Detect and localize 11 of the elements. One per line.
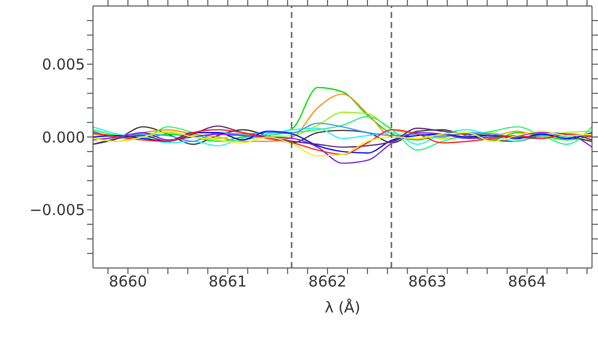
x-tick-label: 8662 (308, 272, 347, 291)
x-tick-label: 8664 (508, 272, 546, 291)
x-axis-title: λ (Å) (324, 298, 360, 317)
x-tick-label: 8661 (208, 272, 247, 291)
x-tick-label: 8663 (408, 272, 446, 291)
y-tick-label: 0.000 (42, 128, 85, 146)
line-series (93, 116, 592, 151)
x-tick-label: 8660 (108, 272, 148, 291)
y-tick-label: −0.005 (29, 201, 85, 220)
line-series (93, 132, 592, 164)
y-tick-label: 0.005 (42, 56, 85, 74)
